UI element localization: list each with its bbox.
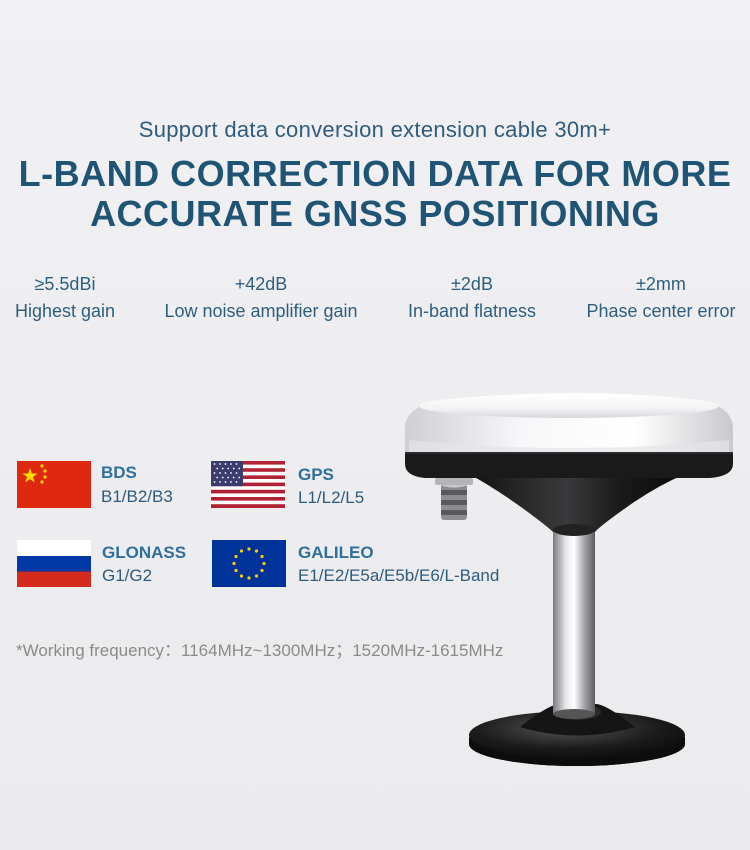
- spec-highest-gain: ≥5.5dBi Highest gain: [5, 271, 125, 324]
- usa-flag-icon: [211, 461, 285, 508]
- spec-value: ±2mm: [636, 274, 686, 294]
- spec-label: Low noise amplifier gain: [164, 301, 358, 321]
- connector-icon: [435, 478, 473, 520]
- spec-phase-center-error: ±2mm Phase center error: [578, 271, 744, 324]
- eu-flag-icon: [212, 540, 286, 587]
- system-bands: B1/B2/B3: [101, 487, 173, 506]
- spec-label: Highest gain: [14, 301, 116, 321]
- spec-label: Phase center error: [586, 301, 736, 321]
- system-name: BDS: [101, 463, 137, 482]
- system-bands: G1/G2: [102, 566, 153, 585]
- spec-label: In-band flatness: [407, 301, 537, 321]
- russia-flag-icon: [17, 540, 91, 587]
- spec-lna-gain: +42dB Low noise amplifier gain: [150, 271, 372, 324]
- spec-in-band-flatness: ±2dB In-band flatness: [396, 271, 548, 324]
- spec-value: ±2dB: [451, 274, 493, 294]
- spec-value: +42dB: [234, 274, 288, 294]
- system-bands: L1/L2/L5: [298, 488, 365, 507]
- subtitle: Support data conversion extension cable …: [138, 117, 612, 142]
- gnss-antenna-icon: [405, 393, 733, 766]
- headline-line-2: ACCURATE GNSS POSITIONING: [90, 193, 660, 234]
- system-bands: E1/E2/E5a/E5b/E6/L-Band: [298, 566, 500, 585]
- headline-line-1: L-BAND CORRECTION DATA FOR MORE: [18, 153, 732, 194]
- china-flag-icon: [17, 461, 91, 508]
- system-name: GPS: [298, 465, 334, 484]
- spec-value: ≥5.5dBi: [34, 274, 96, 294]
- system-name: GLONASS: [102, 543, 187, 562]
- headline: L-BAND CORRECTION DATA FOR MORE ACCURATE…: [0, 154, 750, 234]
- working-frequency-note: *Working frequency：1164MHz~1300MHz；1520M…: [16, 641, 504, 660]
- system-name: GALILEO: [298, 543, 374, 562]
